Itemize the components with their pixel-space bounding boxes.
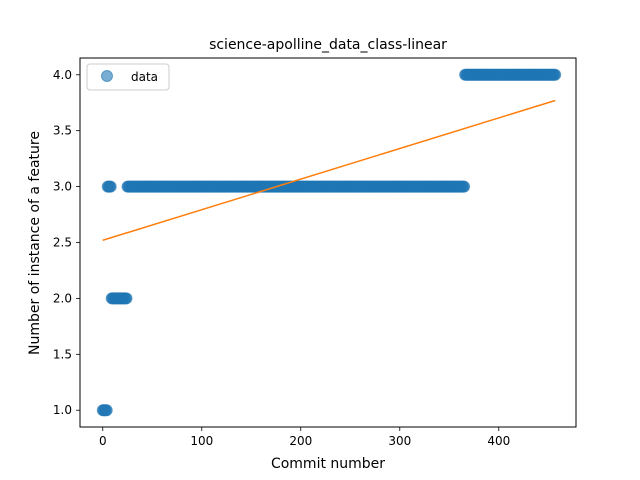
y-tick-label: 4.0 (53, 68, 72, 82)
x-tick-label: 300 (388, 434, 411, 448)
x-tick-label: 200 (289, 434, 312, 448)
y-tick-label: 3.5 (53, 124, 72, 138)
legend-label-data: data (131, 70, 158, 84)
data-point (549, 68, 562, 81)
y-axis-label: Number of instance of a feature (27, 131, 43, 355)
x-axis-label: Commit number (271, 456, 385, 472)
legend-marker-data (101, 70, 113, 82)
y-tick-label: 3.0 (53, 180, 72, 194)
x-tick-label: 0 (99, 434, 107, 448)
chart-title: science-apolline_data_class-linear (209, 37, 447, 53)
y-tick-label: 1.5 (53, 347, 72, 361)
data-point (120, 292, 133, 305)
x-tick-label: 400 (487, 434, 510, 448)
y-axis: 1.0 1.5 2.0 2.5 3.0 3.5 4.0 (53, 68, 80, 417)
plot-area (96, 68, 562, 417)
x-axis: 0 100 200 300 400 (99, 427, 510, 448)
y-tick-label: 2.5 (53, 236, 72, 250)
legend: data (86, 63, 170, 91)
x-tick-label: 100 (190, 434, 213, 448)
y-tick-label: 2.0 (53, 291, 72, 305)
y-tick-label: 1.0 (53, 403, 72, 417)
data-point (458, 180, 471, 193)
data-point (100, 404, 113, 417)
data-point (104, 180, 117, 193)
fit-line (102, 99, 556, 241)
